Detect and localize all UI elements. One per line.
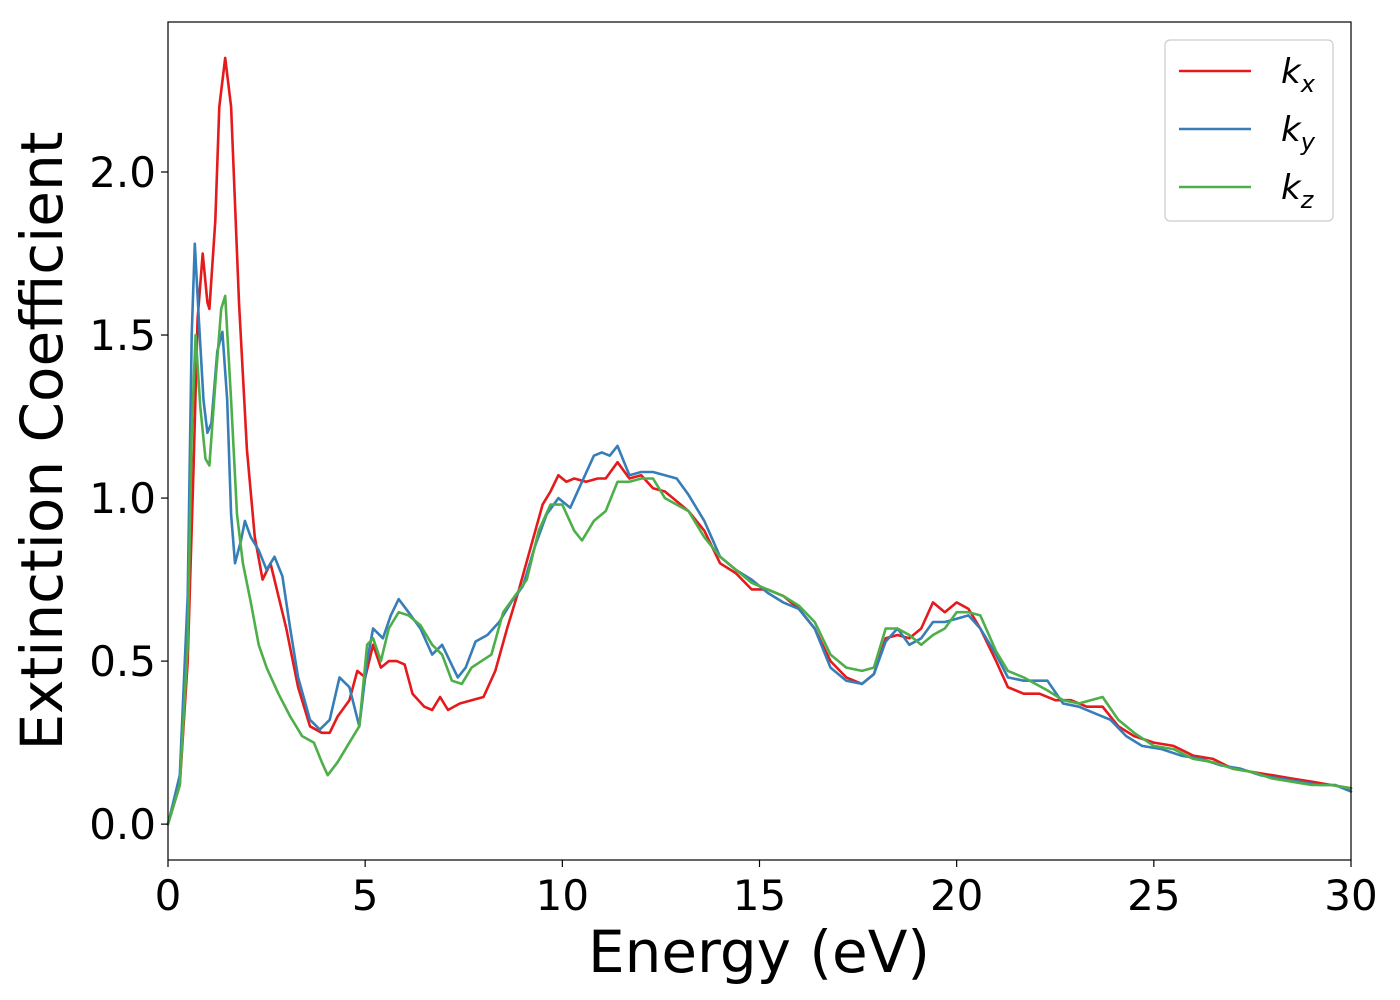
legend-label-z: kz — [1281, 168, 1315, 214]
legend-label-main: k — [1281, 52, 1302, 92]
y-tick-label: 0.0 — [89, 800, 156, 849]
x-axis-ticks: 0 5 10 15 20 25 30 — [155, 860, 1378, 920]
y-tick-label: 0.5 — [89, 637, 156, 686]
x-tick-label: 10 — [536, 871, 589, 920]
legend-label-main: k — [1281, 110, 1302, 150]
y-tick-label: 1.5 — [89, 311, 156, 360]
legend-box — [1164, 39, 1334, 222]
series-lines — [166, 56, 1353, 826]
legend-label-subscript: z — [1300, 186, 1315, 214]
x-tick-label: 20 — [930, 871, 983, 920]
x-tick-label: 0 — [155, 871, 182, 920]
legend-label-subscript: y — [1300, 128, 1316, 156]
legend-label-y: ky — [1281, 110, 1316, 156]
y-tick-label: 2.0 — [89, 148, 156, 197]
y-tick-label: 1.0 — [89, 474, 156, 523]
legend-label-x: kx — [1281, 52, 1316, 98]
legend-label-main: k — [1281, 168, 1302, 208]
x-tick-label: 5 — [352, 871, 379, 920]
x-axis-title: Energy (eV) — [588, 918, 930, 986]
x-tick-label: 15 — [733, 871, 786, 920]
series-line-y — [166, 242, 1353, 826]
y-axis-ticks: 0.0 0.5 1.0 1.5 2.0 — [89, 148, 168, 849]
y-axis-title: Extinction Coefficient — [8, 132, 76, 751]
legend-label-subscript: x — [1300, 70, 1316, 98]
x-tick-label: 30 — [1324, 871, 1377, 920]
series-line-z — [166, 294, 1353, 826]
series-line-x — [166, 56, 1353, 826]
x-tick-label: 25 — [1127, 871, 1180, 920]
